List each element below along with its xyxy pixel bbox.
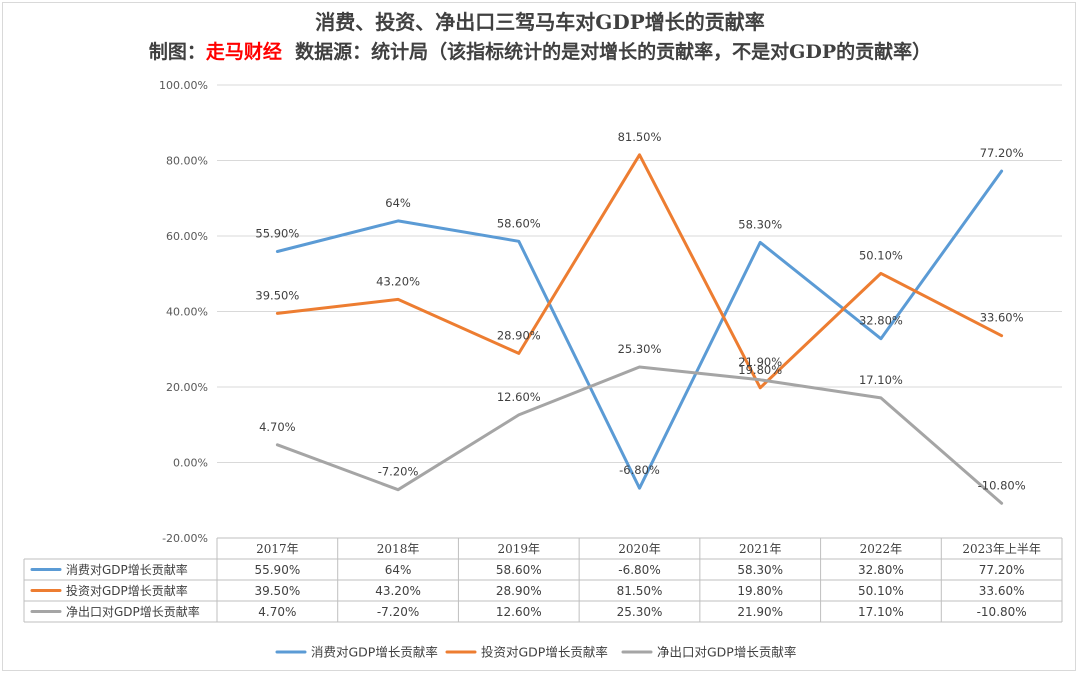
data-label: 58.30%: [738, 217, 782, 231]
table-cell: 12.60%: [496, 605, 542, 619]
subtitle-source: 数据源：统计局（该指标统计的是对增长的贡献率，不是对GDP的贡献率）: [295, 41, 932, 63]
series-line: [275, 153, 1004, 390]
category-label: 2022年: [860, 542, 903, 556]
legend-label: 投资对GDP增长贡献率: [481, 645, 608, 660]
data-label: 33.60%: [980, 311, 1024, 325]
table-cell: 17.10%: [858, 605, 904, 619]
y-tick-label: 100.00%: [159, 79, 208, 92]
legend: 消费对GDP增长贡献率 投资对GDP增长贡献率 净出口对GDP增长贡献率: [275, 645, 796, 660]
data-label: 25.30%: [618, 342, 662, 356]
table-cell: 58.30%: [737, 563, 783, 577]
data-label: 4.70%: [259, 420, 296, 434]
data-label: 43.20%: [376, 274, 420, 288]
y-tick-label: 80.00%: [166, 155, 208, 168]
table-cell: 39.50%: [254, 584, 300, 598]
category-label: 2021年: [739, 542, 782, 556]
series-lines: [275, 153, 1004, 505]
table-cell: 28.90%: [496, 584, 542, 598]
table-cell: 4.70%: [258, 605, 296, 619]
data-table: 2017年 2018年 2019年 2020年 2021年 2022年 2023年上半年消费…: [23, 537, 1063, 623]
y-tick-label: 40.00%: [166, 306, 208, 319]
table-cell: -6.80%: [618, 563, 660, 577]
data-label: 39.50%: [255, 288, 299, 302]
series-line: [275, 365, 1004, 505]
table-cell: 43.20%: [375, 584, 421, 598]
data-label: -10.80%: [978, 478, 1026, 492]
data-label: 81.50%: [618, 130, 662, 144]
table-cell: -10.80%: [977, 605, 1027, 619]
data-label: 50.10%: [859, 248, 903, 262]
data-labels: 55.90% 64% 58.60% -6.80% 58.30% 32.80% 77.20% 3…: [255, 130, 1025, 492]
table-cell: 77.20%: [979, 563, 1025, 577]
category-label: 2023年上半年: [962, 542, 1041, 556]
category-label: 2019年: [498, 542, 541, 556]
chart-subtitle: 制图：走马财经 数据源：统计局（该指标统计的是对增长的贡献率，不是对GDP的贡献…: [0, 37, 1080, 64]
category-label: 2020年: [618, 542, 661, 556]
table-cell: 81.50%: [617, 584, 663, 598]
data-label: 12.60%: [497, 390, 541, 404]
y-tick-label: 0.00%: [173, 457, 208, 470]
y-axis: -20.00% 0.00% 20.00% 40.00% 60.00% 80.00% 100.…: [159, 79, 208, 545]
data-label: 58.60%: [497, 216, 541, 230]
table-cell: 55.90%: [254, 563, 300, 577]
table-cell: 33.60%: [979, 584, 1025, 598]
series-line: [275, 169, 1004, 490]
data-label: 19.80%: [738, 363, 782, 377]
data-label: 64%: [385, 196, 411, 210]
table-cell: 50.10%: [858, 584, 904, 598]
category-label: 2017年: [256, 542, 299, 556]
category-label: 2018年: [377, 542, 420, 556]
subtitle-author: 走马财经: [205, 41, 282, 63]
table-cell: 19.80%: [737, 584, 783, 598]
legend-label: 消费对GDP增长贡献率: [311, 645, 438, 660]
data-label: 17.10%: [859, 373, 903, 387]
table-series-name: 投资对GDP增长贡献率: [66, 583, 188, 598]
table-cell: 32.80%: [858, 563, 904, 577]
y-tick-label: -20.00%: [162, 532, 208, 545]
table-cell: 25.30%: [617, 605, 663, 619]
table-cell: -7.20%: [377, 605, 419, 619]
data-label: 28.90%: [497, 328, 541, 342]
data-label: -7.20%: [378, 465, 419, 479]
y-tick-label: 20.00%: [166, 381, 208, 394]
data-label: -6.80%: [619, 463, 660, 477]
table-cell: 58.60%: [496, 563, 542, 577]
data-label: 55.90%: [255, 226, 299, 240]
legend-label: 净出口对GDP增长贡献率: [657, 645, 796, 660]
data-label: 77.20%: [980, 146, 1024, 160]
table-cell: 64%: [385, 563, 412, 577]
y-tick-label: 60.00%: [166, 230, 208, 243]
table-cell: 21.90%: [737, 605, 783, 619]
data-label: 32.80%: [859, 314, 903, 328]
gridlines: [217, 84, 1062, 463]
subtitle-prefix: 制图：: [148, 41, 206, 63]
table-series-name: 净出口对GDP增长贡献率: [66, 604, 200, 619]
data-label: 21.90%: [738, 355, 782, 369]
chart-title: 消费、投资、净出口三驾马车对GDP增长的贡献率: [315, 10, 765, 34]
table-series-name: 消费对GDP增长贡献率: [66, 562, 188, 577]
